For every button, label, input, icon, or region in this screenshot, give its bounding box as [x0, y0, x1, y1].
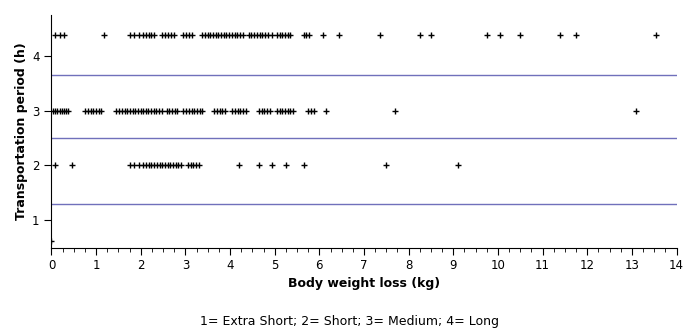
- Text: 1= Extra Short; 2= Short; 3= Medium; 4= Long: 1= Extra Short; 2= Short; 3= Medium; 4= …: [200, 315, 499, 328]
- X-axis label: Body weight loss (kg): Body weight loss (kg): [288, 276, 440, 290]
- Y-axis label: Transportation period (h): Transportation period (h): [15, 42, 28, 220]
